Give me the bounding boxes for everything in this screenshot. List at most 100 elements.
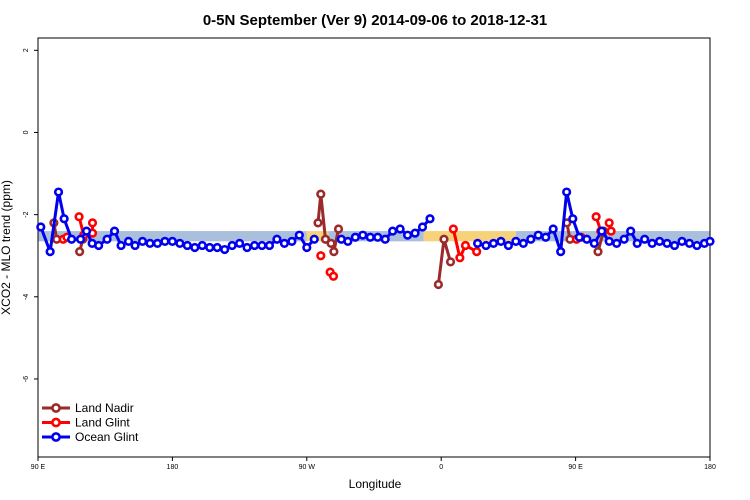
data-point [380,234,390,244]
data-point [705,236,715,246]
data-point [205,242,215,253]
data-point [59,214,69,224]
data-point [102,234,112,244]
data-point [182,240,192,251]
data-point [45,247,55,257]
data-point [526,234,536,244]
data-point [533,230,543,240]
data-point [455,253,465,263]
data-point [589,238,599,248]
data-point [410,228,420,238]
data-point [562,187,572,197]
data-point [593,247,603,257]
data-point [343,236,353,246]
data-point [669,240,680,251]
data-point [287,236,297,246]
data-point [109,226,120,236]
legend-marker [51,403,61,413]
legend-label: Ocean Glint [75,430,139,444]
data-point [326,238,336,248]
data-point [473,238,483,248]
data-point [152,238,163,248]
series-ocean-glint [36,187,715,257]
data-point [302,242,312,253]
data-point [604,218,614,228]
data-point [249,240,260,251]
data-point [279,238,290,248]
data-point [445,257,456,267]
data-point [481,240,491,251]
data-point [433,279,444,290]
data-point [175,238,185,248]
data-point [496,236,506,246]
data-point [373,232,383,242]
data-point [591,212,601,222]
x-tick-label: 90 E [31,464,46,471]
data-point [197,240,207,251]
series-land-glint [58,212,616,281]
data-point [313,218,323,228]
data-point [309,234,319,244]
legend-marker [51,417,61,428]
data-point [36,222,46,232]
data-point [242,242,252,253]
data-point [619,234,629,244]
data-point [328,271,339,281]
x-tick-label: 180 [704,464,716,471]
data-point [582,234,592,244]
data-point [472,247,482,257]
data-point [316,251,326,261]
data-point [597,226,607,236]
legend-label: Land Nadir [75,401,134,415]
data-point [626,226,636,236]
data-point [272,234,282,244]
data-point [606,226,616,236]
x-tick-label: 180 [167,464,179,471]
data-point [647,238,657,248]
data-point [488,238,499,248]
data-point [320,234,331,244]
data-point [75,247,85,257]
data-point [75,234,86,244]
data-point [403,230,413,240]
data-point [257,240,267,251]
data-point [439,234,449,244]
data-point [556,247,566,257]
y-tick-label: -4 [23,294,30,300]
data-point [574,232,584,242]
data-point [654,236,665,246]
data-point [235,238,245,248]
x-axis-title: Longitude [349,477,402,491]
data-point [350,232,360,242]
data-point [316,189,326,199]
x-tick-label: 90 E [568,464,583,471]
legend-marker [51,432,61,442]
data-point [329,247,339,257]
y-axis-title: XCO2 - MLO trend (ppm) [0,180,13,315]
y-tick-label: 2 [23,48,30,52]
data-point [81,226,92,236]
data-point [116,240,126,251]
data-point [604,236,614,246]
data-point [417,222,428,232]
data-point [358,230,368,240]
data-point [87,218,98,228]
legend-item: Land Glint [42,416,130,430]
legend-label: Land Glint [75,416,130,430]
data-point [227,240,237,251]
data-point [692,240,702,251]
band-1-1 [423,231,516,242]
data-point [212,242,222,253]
data-point [460,240,471,251]
data-point [503,240,514,251]
data-point [684,238,695,248]
data-point [123,236,134,246]
y-axis: 2 0 -2 -4 -6 [23,48,38,382]
data-point [612,238,622,248]
data-point [220,244,230,255]
data-point [160,236,170,246]
y-tick-label: -2 [23,211,30,217]
band-0-2 [515,231,710,242]
